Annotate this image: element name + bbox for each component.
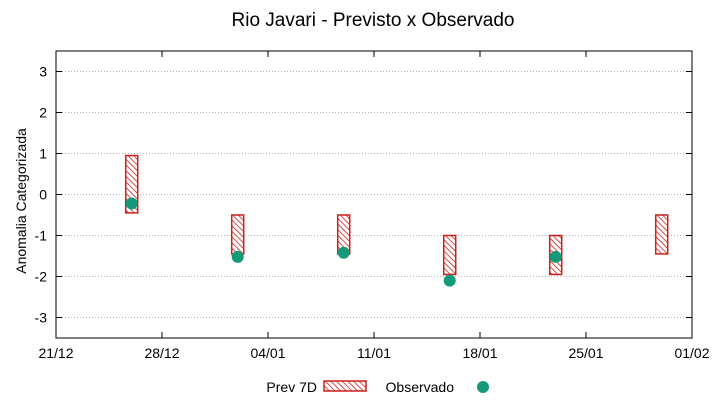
observado-point — [337, 246, 350, 259]
observado-point — [549, 250, 562, 263]
y-axis: 3 2 1 0 -1 -2 -3 — [35, 64, 692, 326]
x-tick-label: 01/02 — [674, 345, 709, 361]
x-tick-label: 18/01 — [462, 345, 497, 361]
y-tick-label: -1 — [35, 228, 48, 244]
x-axis: 21/12 28/12 04/01 11/01 18/01 25/01 01/02 — [38, 51, 710, 361]
prev-7d-range-bar — [230, 214, 245, 255]
x-tick-label: 11/01 — [357, 345, 391, 361]
x-tick-label: 25/01 — [568, 345, 603, 361]
series-observado — [125, 197, 562, 287]
y-tick-label: -3 — [35, 310, 48, 326]
legend: Prev 7D Observado — [266, 379, 489, 395]
y-axis-label: Anomalia Categorizada — [13, 128, 29, 274]
observado-point — [231, 250, 244, 263]
legend-label-observado: Observado — [386, 379, 455, 395]
prev-7d-range-bar — [654, 214, 669, 255]
y-tick-label: 2 — [39, 105, 47, 121]
y-tick-label: -2 — [35, 269, 48, 285]
legend-swatch-prev-7d — [323, 380, 367, 392]
x-tick-label: 21/12 — [38, 345, 73, 361]
legend-marker-observado — [477, 381, 489, 393]
legend-label-prev-7d: Prev 7D — [266, 379, 317, 395]
y-tick-label: 0 — [39, 187, 47, 203]
prev-7d-range-bar — [442, 234, 457, 276]
x-tick-label: 28/12 — [144, 345, 179, 361]
x-tick-label: 04/01 — [250, 345, 285, 361]
chart-title: Rio Javari - Previsto x Observado — [232, 10, 515, 31]
observado-point — [125, 197, 138, 210]
y-tick-label: 1 — [39, 146, 47, 162]
observado-point — [443, 274, 456, 287]
y-tick-label: 3 — [39, 64, 47, 80]
series-prev-7d — [124, 154, 669, 276]
grid-lines — [56, 71, 692, 318]
